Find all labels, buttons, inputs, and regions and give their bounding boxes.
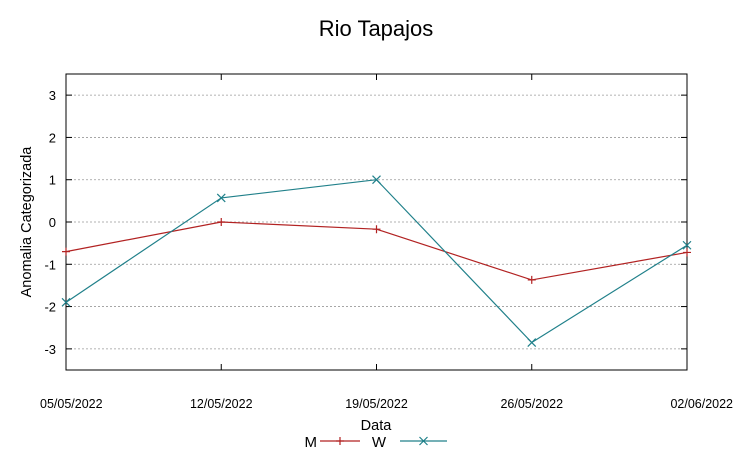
- chart-title: Rio Tapajos: [319, 16, 434, 41]
- y-tick-label: 1: [49, 173, 56, 188]
- legend-marker: [336, 437, 344, 445]
- y-tick-label: -2: [44, 300, 56, 315]
- y-tick-label: -1: [44, 257, 56, 272]
- series-line-w: [65, 179, 688, 344]
- y-tick-label: 3: [49, 88, 56, 103]
- legend-label: W: [372, 434, 387, 451]
- data-point: [682, 240, 692, 250]
- data-point: [217, 218, 226, 226]
- y-axis-label: Anomalia Categorizada: [19, 146, 35, 298]
- x-tick-label: 05/05/2022: [40, 397, 103, 411]
- x-tick-label: 12/05/2022: [190, 397, 253, 411]
- x-tick-label: 02/06/2022: [670, 397, 733, 411]
- data-point: [61, 297, 71, 307]
- data-point: [372, 225, 381, 234]
- data-point: [62, 247, 70, 256]
- data-point: [216, 193, 226, 203]
- legend-item-m: M: [305, 434, 360, 451]
- x-tick-label: 26/05/2022: [500, 397, 563, 411]
- y-axis-ticks: 3 2 1 0 -1 -2 -3: [44, 88, 687, 357]
- data-point: [527, 275, 536, 284]
- data-point: [372, 175, 381, 185]
- y-tick-label: -3: [44, 342, 56, 357]
- y-tick-label: 0: [49, 215, 56, 230]
- y-tick-label: 2: [49, 130, 56, 145]
- legend-marker: [419, 436, 428, 446]
- series-m: [62, 218, 691, 284]
- x-tick-label: 19/05/2022: [345, 397, 408, 411]
- data-point: [527, 338, 537, 347]
- x-axis-label: Data: [361, 418, 393, 434]
- series-layer: [61, 175, 692, 347]
- grid-lines: [66, 94, 687, 350]
- legend-item-w: W: [372, 434, 447, 451]
- legend-label: M: [305, 434, 318, 451]
- data-point: [683, 248, 691, 257]
- series-w: [61, 175, 692, 347]
- x-axis-ticks: 05/05/2022 12/05/2022 19/05/2022 26/05/2022…: [40, 74, 733, 411]
